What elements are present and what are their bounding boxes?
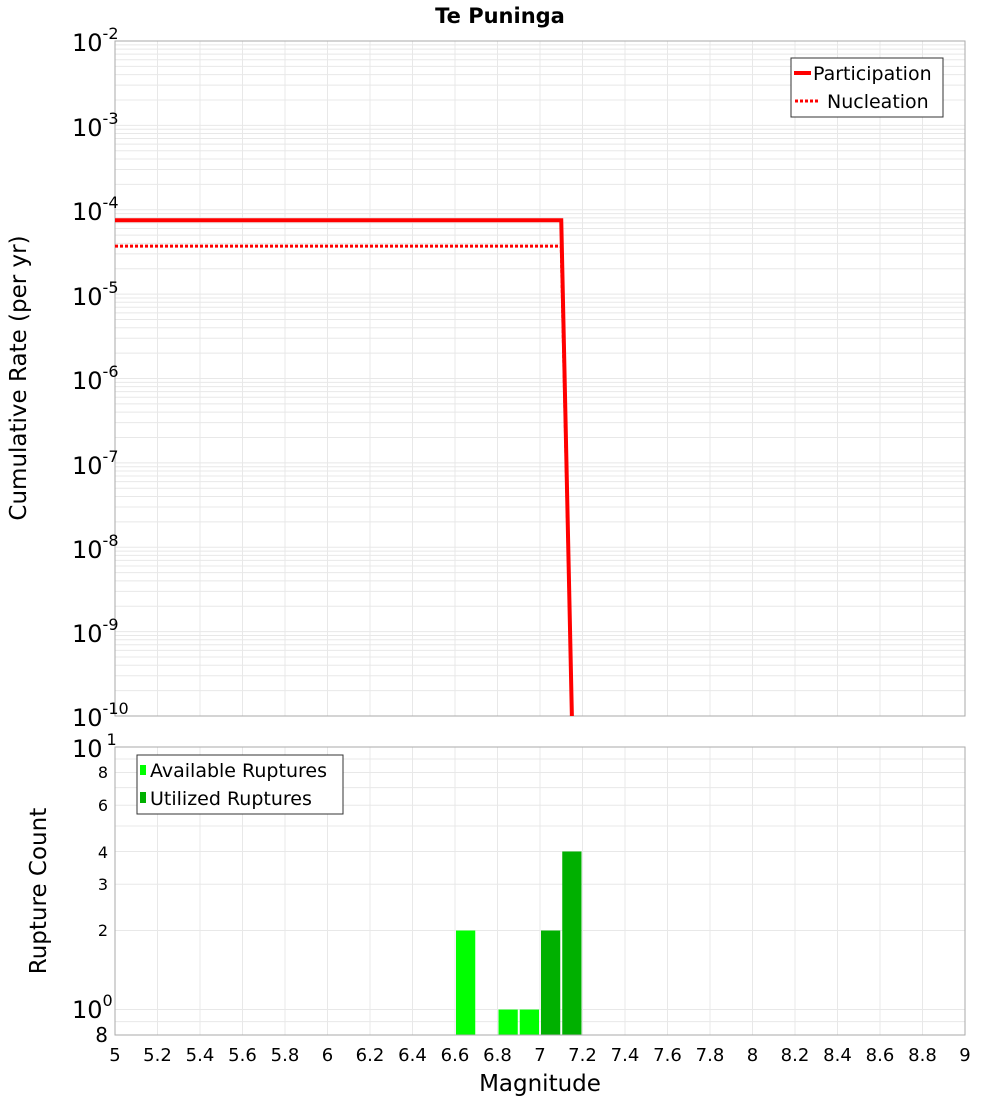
x-tick-label: 7.6 <box>653 1045 682 1066</box>
y-tick-1e-8: 10-8 <box>72 531 119 564</box>
top-legend: Participation Nucleation <box>791 58 943 117</box>
y-tick-8: 8 <box>98 763 108 782</box>
y-tick-1e-10: 10-10 <box>72 699 129 732</box>
top-y-axis-label: Cumulative Rate (per yr) <box>6 235 32 520</box>
x-tick-label: 8.6 <box>866 1045 895 1066</box>
y-tick-1e-3: 10-3 <box>72 109 119 142</box>
utilized-legend-label: Utilized Ruptures <box>150 788 312 810</box>
available-legend-label: Available Ruptures <box>150 760 327 782</box>
x-tick-label: 8.4 <box>823 1045 852 1066</box>
x-tick-label: 5.6 <box>228 1045 257 1066</box>
y-tick-0-8: 8 <box>95 1023 108 1047</box>
nucleation-legend-label: Nucleation <box>827 91 929 113</box>
available-legend-swatch <box>140 765 146 775</box>
y-tick-10-0: 100 <box>72 991 113 1024</box>
x-tick-label: 6.4 <box>398 1045 427 1066</box>
y-tick-1e-5: 10-5 <box>72 278 119 311</box>
utilized-rupture-bar <box>541 931 560 1035</box>
x-tick-label: 5.4 <box>186 1045 215 1066</box>
chart-canvas: Te Puninga 10-2 10-3 10-4 10-5 10-6 10-7… <box>0 0 1000 1100</box>
x-tick-label: 5 <box>109 1045 120 1066</box>
x-tick-label: 6 <box>322 1045 333 1066</box>
x-tick-label: 8 <box>747 1045 758 1066</box>
y-tick-4: 4 <box>98 843 108 862</box>
bottom-legend: Available Ruptures Utilized Ruptures <box>137 755 343 814</box>
available-rupture-bar <box>499 1010 518 1035</box>
chart-title: Te Puninga <box>435 4 565 28</box>
x-tick-label: 8.8 <box>908 1045 937 1066</box>
bottom-y-axis-label: Rupture Count <box>26 808 52 974</box>
bottom-y-tick-labels: 101 8 6 4 3 2 100 8 <box>72 730 117 1047</box>
x-tick-label: 6.8 <box>483 1045 512 1066</box>
utilized-rupture-bar <box>562 851 581 1035</box>
x-tick-labels: 5 5.2 5.4 5.6 5.8 6 6.2 6.4 6.6 6.8 7 7.2 7.4 7.6 7.8 8… <box>109 1045 970 1066</box>
available-rupture-bar <box>520 1010 539 1035</box>
available-rupture-bar <box>456 931 475 1035</box>
x-tick-label: 6.2 <box>356 1045 385 1066</box>
x-tick-label: 7.8 <box>696 1045 725 1066</box>
x-tick-label: 5.2 <box>143 1045 172 1066</box>
x-tick-label: 6.6 <box>441 1045 470 1066</box>
x-tick-label: 5.8 <box>271 1045 300 1066</box>
participation-legend-label: Participation <box>813 63 932 85</box>
x-tick-label: 7 <box>534 1045 545 1066</box>
y-tick-1e-9: 10-9 <box>72 615 119 648</box>
y-tick-6: 6 <box>98 796 108 815</box>
y-tick-1e-7: 10-7 <box>72 447 119 480</box>
y-tick-1e-2: 10-2 <box>72 24 119 57</box>
y-tick-1e-4: 10-4 <box>72 193 119 226</box>
bottom-plot: 101 8 6 4 3 2 100 8 Rupture Count Availa… <box>26 730 965 1047</box>
x-tick-label: 7.4 <box>611 1045 640 1066</box>
top-plot: 10-2 10-3 10-4 10-5 10-6 10-7 10-8 10-9 … <box>6 24 965 732</box>
y-tick-3: 3 <box>98 875 108 894</box>
x-axis-label: Magnitude <box>479 1071 601 1097</box>
utilized-legend-swatch <box>140 792 146 803</box>
top-grid <box>115 41 965 716</box>
y-tick-10-1: 101 <box>72 730 117 763</box>
x-tick-label: 8.2 <box>781 1045 810 1066</box>
x-tick-label: 7.2 <box>568 1045 597 1066</box>
y-tick-2: 2 <box>98 921 108 940</box>
y-tick-1e-6: 10-6 <box>72 362 119 395</box>
x-tick-label: 9 <box>959 1045 970 1066</box>
